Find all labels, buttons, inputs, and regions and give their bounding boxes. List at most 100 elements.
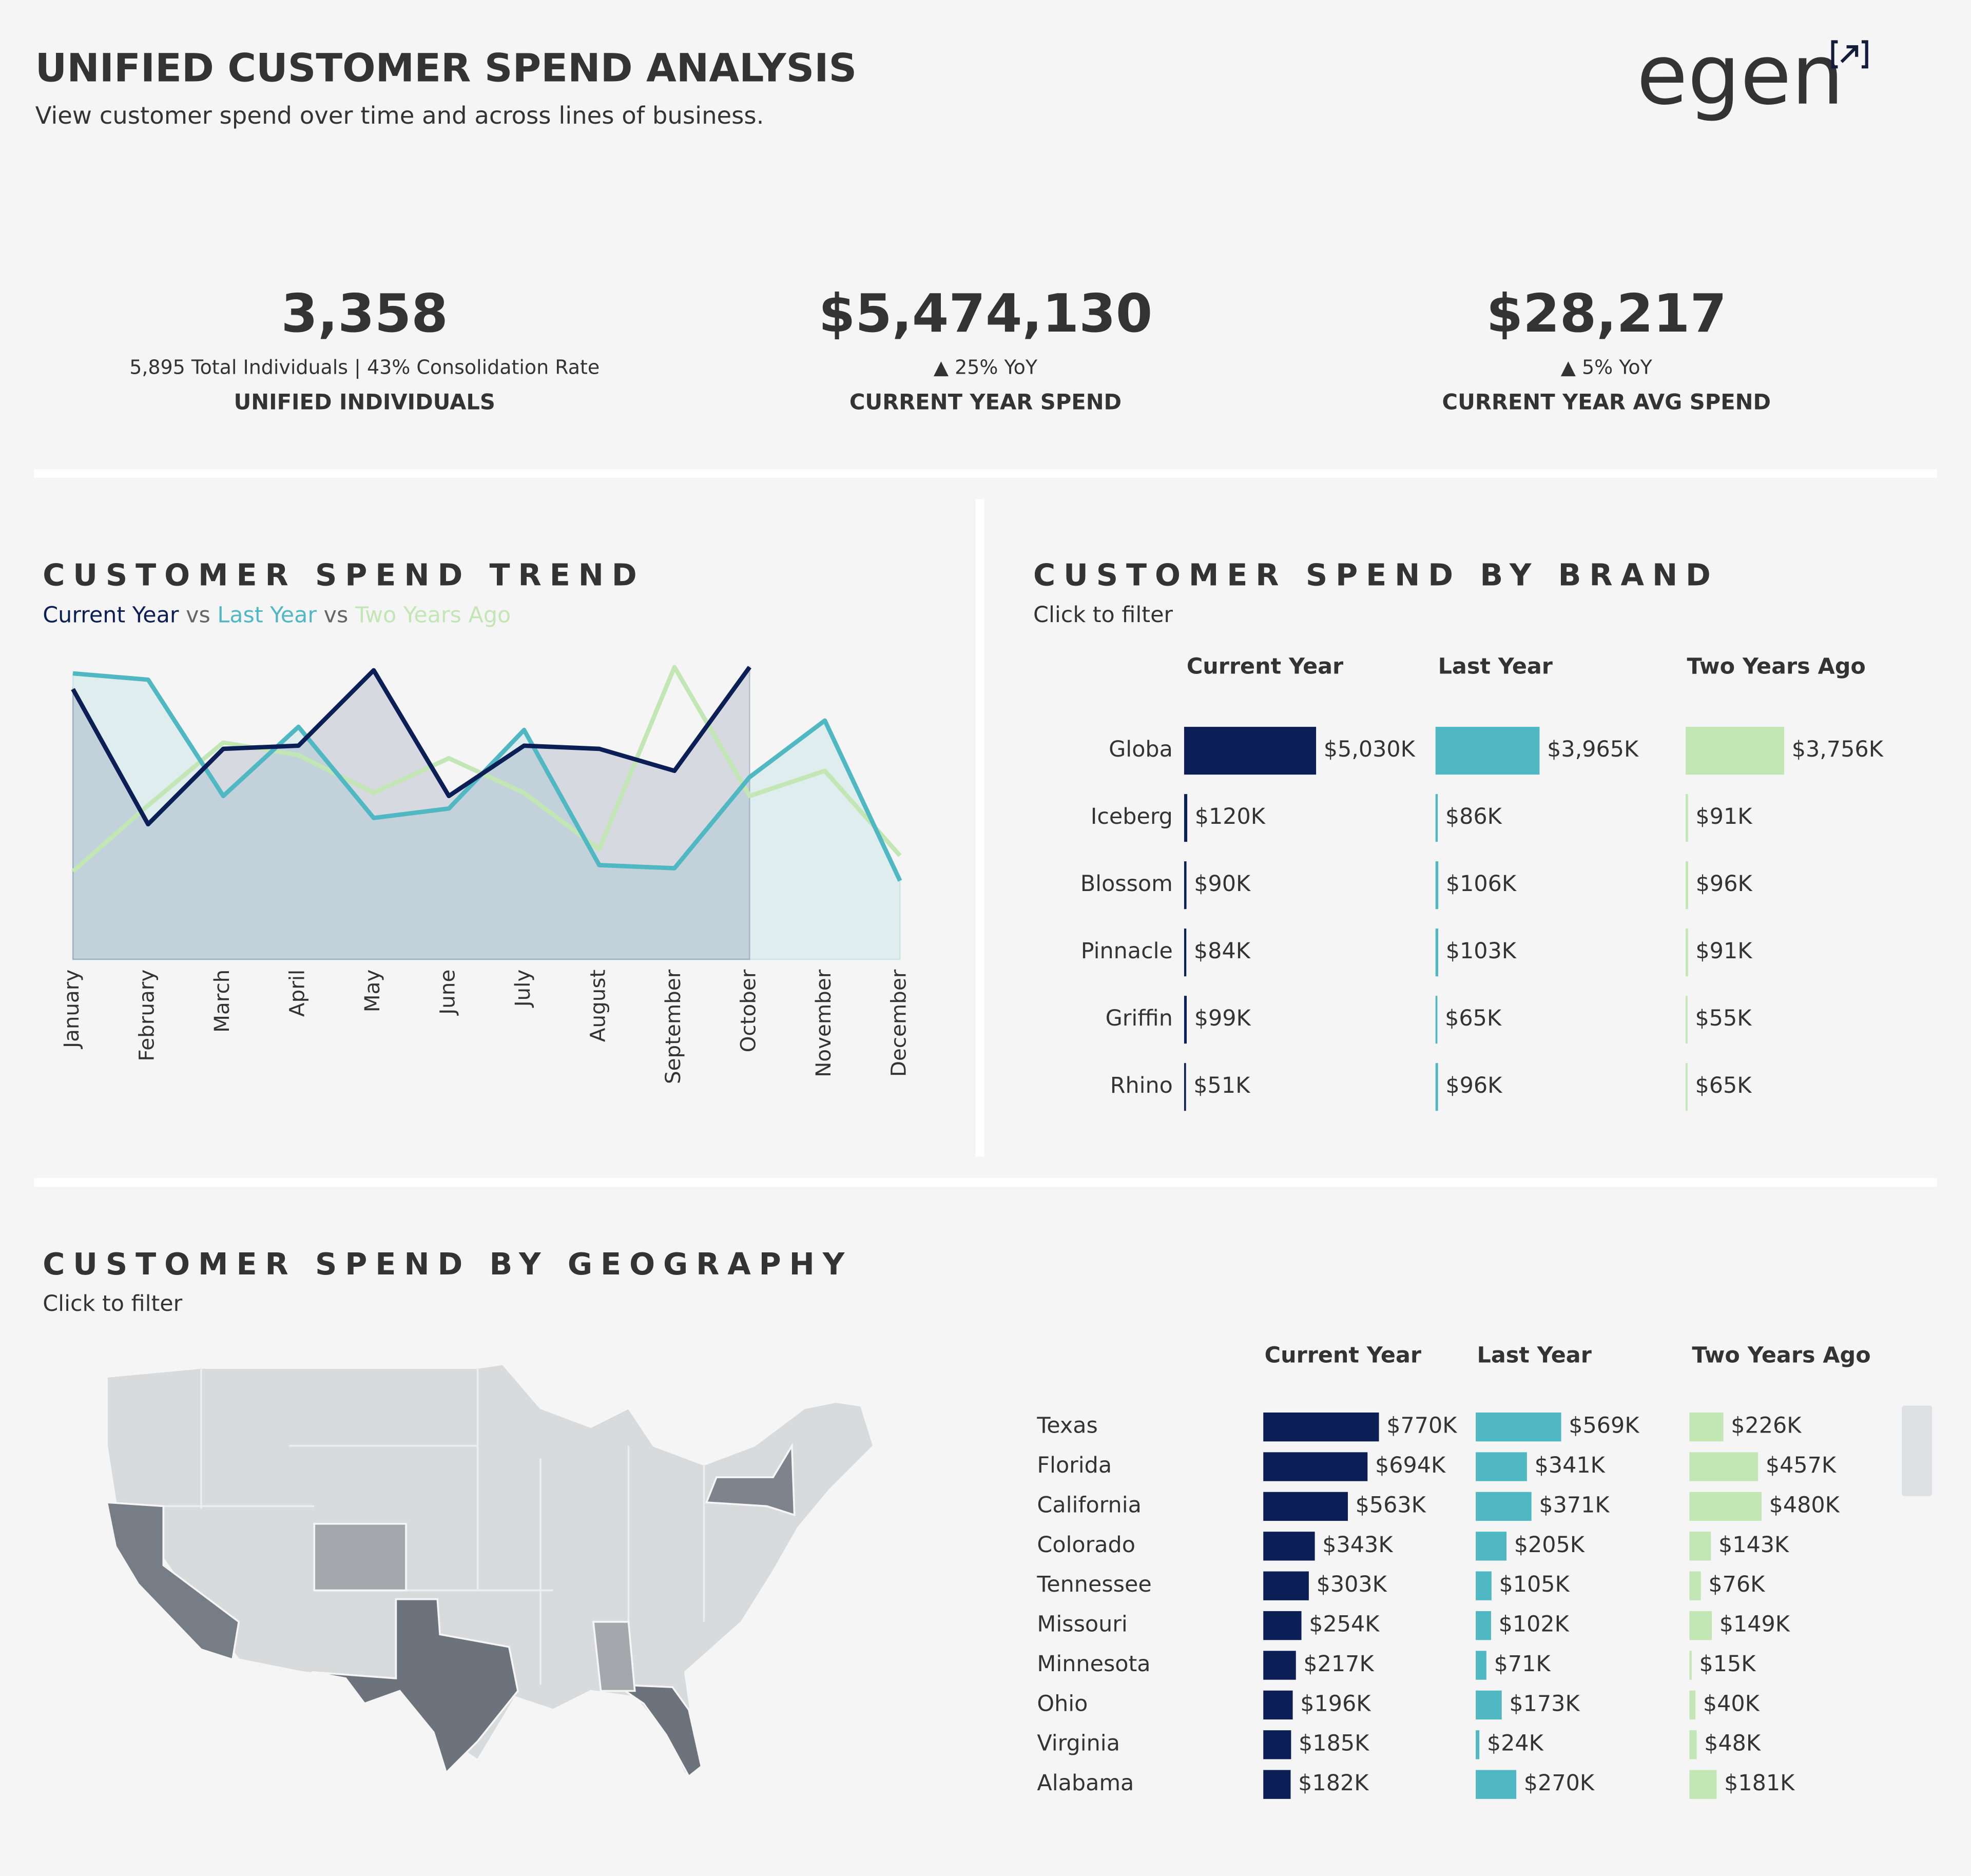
kpi-detail: 5,895 Total Individuals | 43% Consolidat… (129, 356, 600, 379)
value-label: $149K (1719, 1612, 1790, 1637)
value-label: $106K (1446, 871, 1517, 897)
bar[interactable] (1476, 1532, 1507, 1561)
bar[interactable] (1263, 1571, 1309, 1600)
column-header: Two Years Ago (1687, 653, 1866, 679)
value-label: $96K (1696, 871, 1753, 897)
bar[interactable] (1686, 929, 1688, 977)
bar[interactable] (1263, 1770, 1291, 1799)
value-label: $254K (1309, 1612, 1380, 1637)
category-label[interactable]: Virginia (1037, 1731, 1120, 1756)
value-label: $173K (1509, 1691, 1580, 1716)
x-tick-label: June (435, 970, 460, 1016)
value-label: $76K (1708, 1572, 1765, 1597)
category-label[interactable]: Colorado (1037, 1532, 1135, 1558)
legend-entry: Two Years Ago (355, 602, 511, 628)
bar[interactable] (1263, 1611, 1302, 1640)
value-label: $563K (1356, 1492, 1426, 1518)
bar[interactable] (1184, 727, 1317, 775)
bar[interactable] (1435, 929, 1439, 977)
bar[interactable] (1689, 1492, 1762, 1521)
category-label[interactable]: Globa (1109, 737, 1173, 762)
value-label: $303K (1317, 1572, 1387, 1597)
bar[interactable] (1476, 1730, 1480, 1759)
bar[interactable] (1263, 1730, 1291, 1759)
bar[interactable] (1689, 1412, 1724, 1442)
value-label: $343K (1322, 1532, 1393, 1558)
value-label: $205K (1514, 1532, 1585, 1558)
kpi-value: 3,358 (281, 283, 448, 344)
category-label[interactable]: Texas (1036, 1413, 1097, 1439)
bar[interactable] (1689, 1651, 1692, 1680)
bar[interactable] (1689, 1770, 1717, 1799)
bar[interactable] (1476, 1571, 1492, 1600)
bar[interactable] (1476, 1770, 1517, 1799)
bar[interactable] (1689, 1690, 1696, 1720)
bar[interactable] (1476, 1611, 1491, 1640)
bar[interactable] (1689, 1730, 1697, 1759)
bar[interactable] (1476, 1452, 1527, 1481)
chart-title: CUSTOMER SPEND BY BRAND (1033, 557, 1719, 593)
bar[interactable] (1263, 1452, 1368, 1481)
category-label[interactable]: Blossom (1080, 871, 1173, 897)
category-label[interactable]: Tennessee (1036, 1572, 1151, 1597)
category-label[interactable]: Iceberg (1091, 804, 1173, 829)
bar[interactable] (1435, 861, 1439, 910)
bar[interactable] (1689, 1571, 1701, 1600)
category-label[interactable]: Rhino (1110, 1073, 1173, 1098)
chart-title: CUSTOMER SPEND TREND (43, 557, 645, 593)
category-label[interactable]: Griffin (1106, 1005, 1173, 1031)
bar[interactable] (1476, 1492, 1532, 1521)
bar[interactable] (1263, 1492, 1348, 1521)
category-label[interactable]: Florida (1037, 1453, 1112, 1478)
bar[interactable] (1689, 1532, 1711, 1561)
bar[interactable] (1435, 727, 1540, 775)
bar[interactable] (1263, 1532, 1315, 1561)
bar[interactable] (1686, 996, 1688, 1044)
bar[interactable] (1263, 1690, 1293, 1720)
bar[interactable] (1263, 1651, 1296, 1680)
scrollbar[interactable] (1902, 1405, 1933, 1496)
value-label: $99K (1194, 1005, 1251, 1031)
value-label: $65K (1445, 1005, 1502, 1031)
title: UNIFIED CUSTOMER SPEND ANALYSIS (35, 46, 857, 91)
bar[interactable] (1689, 1611, 1712, 1640)
category-label[interactable]: Pinnacle (1081, 938, 1173, 964)
x-tick-label: November (811, 969, 836, 1077)
category-label[interactable]: Ohio (1037, 1691, 1088, 1716)
category-label[interactable]: Alabama (1037, 1770, 1134, 1796)
bar[interactable] (1184, 1063, 1186, 1111)
bar[interactable] (1184, 861, 1187, 910)
value-label: $51K (1193, 1073, 1250, 1098)
bar[interactable] (1686, 794, 1688, 842)
bar[interactable] (1689, 1452, 1759, 1481)
value-label: $3,965K (1547, 737, 1639, 762)
value-label: $569K (1569, 1413, 1639, 1439)
value-label: $480K (1769, 1492, 1840, 1518)
bar[interactable] (1476, 1651, 1486, 1680)
bar[interactable] (1476, 1690, 1502, 1720)
bar[interactable] (1435, 996, 1438, 1044)
value-label: $270K (1524, 1770, 1595, 1796)
bar[interactable] (1476, 1412, 1561, 1442)
bar[interactable] (1184, 794, 1188, 842)
bar[interactable] (1263, 1412, 1379, 1442)
value-label: $103K (1446, 938, 1517, 964)
bar[interactable] (1435, 1063, 1438, 1111)
chart-title: CUSTOMER SPEND BY GEOGRAPHY (43, 1246, 853, 1282)
bar[interactable] (1184, 929, 1187, 977)
bar[interactable] (1686, 1063, 1688, 1111)
bar[interactable] (1184, 996, 1187, 1044)
value-label: $55K (1695, 1005, 1752, 1031)
category-label[interactable]: California (1037, 1492, 1141, 1518)
us-map[interactable] (105, 1363, 875, 1778)
x-tick-label: December (886, 969, 911, 1077)
bar[interactable] (1686, 861, 1688, 910)
category-label[interactable]: Missouri (1037, 1612, 1127, 1637)
bar[interactable] (1435, 794, 1438, 842)
value-label: $96K (1445, 1073, 1502, 1098)
value-label: $90K (1194, 871, 1251, 897)
value-label: $181K (1724, 1770, 1795, 1796)
category-label[interactable]: Minnesota (1037, 1651, 1150, 1677)
bar[interactable] (1686, 727, 1785, 775)
